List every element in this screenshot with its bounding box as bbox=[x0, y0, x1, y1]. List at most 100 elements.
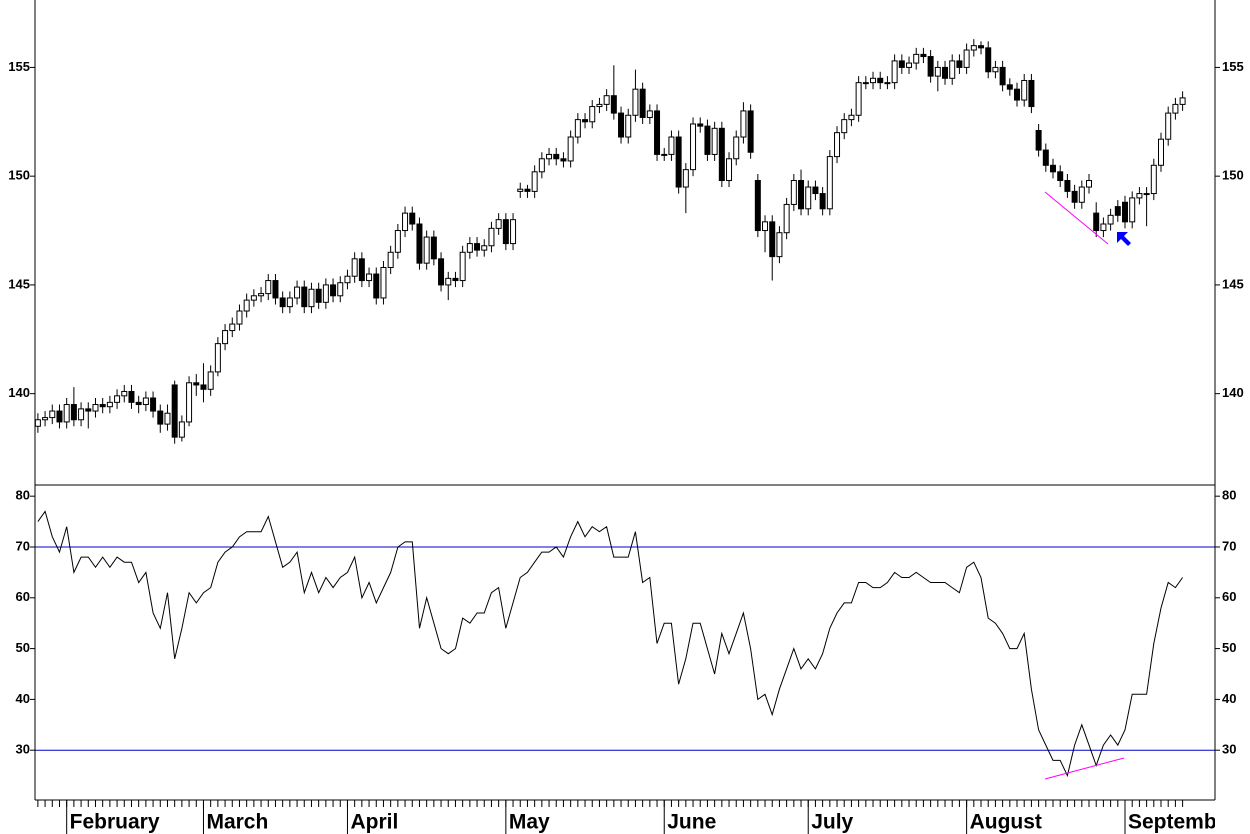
candle-body bbox=[927, 56, 934, 77]
candle-body bbox=[697, 123, 704, 127]
candle-body bbox=[1014, 88, 1021, 101]
y-tick-label: 155 bbox=[1222, 59, 1244, 74]
candle-body bbox=[150, 397, 157, 412]
candle-body bbox=[985, 47, 992, 73]
candle-body bbox=[870, 77, 877, 84]
candle-body bbox=[330, 284, 337, 297]
candle-body bbox=[186, 382, 193, 423]
candle-body bbox=[574, 119, 581, 138]
x-tick-label: May bbox=[509, 811, 550, 834]
y-tick-label: 50 bbox=[1222, 640, 1236, 655]
candle-body bbox=[99, 404, 106, 408]
candle-body bbox=[387, 251, 394, 269]
y-tick-label: 140 bbox=[8, 385, 30, 400]
candle-body bbox=[229, 323, 236, 332]
candle-body bbox=[272, 280, 279, 299]
candle-body bbox=[805, 186, 812, 210]
candle-body bbox=[632, 88, 639, 116]
candle-body bbox=[891, 60, 898, 84]
candle-body bbox=[567, 136, 574, 162]
arrow bbox=[1117, 232, 1131, 246]
candle-body bbox=[178, 421, 185, 438]
candle-body bbox=[1172, 103, 1179, 114]
candle-body bbox=[1035, 129, 1042, 151]
candle-body bbox=[1093, 212, 1100, 232]
candle-body bbox=[1179, 97, 1186, 105]
candle-body bbox=[171, 384, 178, 438]
candle-body bbox=[34, 419, 41, 427]
candle-body bbox=[524, 188, 531, 192]
candle-body bbox=[610, 95, 617, 114]
candle-body bbox=[1078, 186, 1085, 203]
candle-body bbox=[1086, 180, 1093, 188]
y-tick-label: 40 bbox=[1222, 691, 1236, 706]
candle-body bbox=[222, 330, 229, 345]
candle-body bbox=[1100, 223, 1107, 232]
candle-body bbox=[1050, 164, 1057, 173]
candle-body bbox=[488, 227, 495, 247]
x-tick-label: September bbox=[1128, 811, 1237, 834]
candle-body bbox=[301, 286, 308, 308]
candle-body bbox=[1114, 206, 1121, 216]
candle-body bbox=[538, 158, 545, 173]
candle-body bbox=[42, 417, 49, 421]
candle-body bbox=[826, 156, 833, 210]
y-tick-label: 70 bbox=[1222, 538, 1236, 553]
candle-body bbox=[625, 114, 632, 138]
candle-body bbox=[322, 284, 329, 303]
candle-body bbox=[207, 371, 214, 390]
candle-body bbox=[430, 236, 437, 260]
candle-body bbox=[1006, 84, 1013, 90]
candle-body bbox=[1057, 171, 1064, 182]
y-tick-label: 60 bbox=[1222, 589, 1236, 604]
candle-body bbox=[790, 180, 797, 205]
candle-body bbox=[294, 286, 301, 299]
candle-body bbox=[812, 186, 819, 195]
candle-body bbox=[920, 53, 927, 58]
x-tick-label: April bbox=[350, 811, 398, 834]
candle-body bbox=[1158, 138, 1165, 166]
candle-body bbox=[409, 212, 416, 225]
candle-body bbox=[250, 295, 257, 301]
candle-body bbox=[416, 223, 423, 264]
candle-body bbox=[265, 280, 272, 295]
candle-body bbox=[898, 60, 905, 68]
candle-body bbox=[135, 401, 142, 406]
y-tick-label: 80 bbox=[16, 488, 30, 503]
candle-body bbox=[1064, 180, 1071, 192]
candle-body bbox=[495, 219, 502, 229]
candle-body bbox=[286, 297, 293, 308]
candle-body bbox=[776, 232, 783, 258]
candle-body bbox=[841, 119, 848, 134]
candle-body bbox=[344, 275, 351, 284]
candle-body bbox=[783, 203, 790, 234]
candle-body bbox=[639, 88, 646, 118]
x-tick-label: July bbox=[811, 811, 853, 834]
candle-body bbox=[646, 110, 653, 118]
candle-body bbox=[502, 219, 509, 245]
candle-body bbox=[675, 136, 682, 188]
candle-body bbox=[970, 45, 977, 51]
candle-body bbox=[913, 53, 920, 64]
candle-body bbox=[740, 110, 747, 138]
x-axis: February March April May June July August Septe… bbox=[37, 800, 1237, 834]
candle-body bbox=[711, 127, 718, 155]
candle-body bbox=[834, 132, 841, 158]
candle-body bbox=[884, 82, 891, 85]
candle-body bbox=[1165, 112, 1172, 140]
y-tick-label: 80 bbox=[1222, 488, 1236, 503]
candle-body bbox=[214, 343, 221, 373]
x-tick-label: February bbox=[70, 811, 160, 834]
y-tick-label: 70 bbox=[16, 538, 30, 553]
rsi-trendline bbox=[1044, 757, 1125, 780]
candle-body bbox=[1129, 197, 1136, 223]
candle-body bbox=[279, 297, 286, 308]
candle-body bbox=[315, 288, 322, 303]
y-tick-label: 40 bbox=[16, 691, 30, 706]
rsi-line bbox=[37, 510, 1184, 778]
y-tick-label: 50 bbox=[16, 640, 30, 655]
candle-body bbox=[934, 66, 941, 77]
candle-body bbox=[70, 404, 77, 421]
